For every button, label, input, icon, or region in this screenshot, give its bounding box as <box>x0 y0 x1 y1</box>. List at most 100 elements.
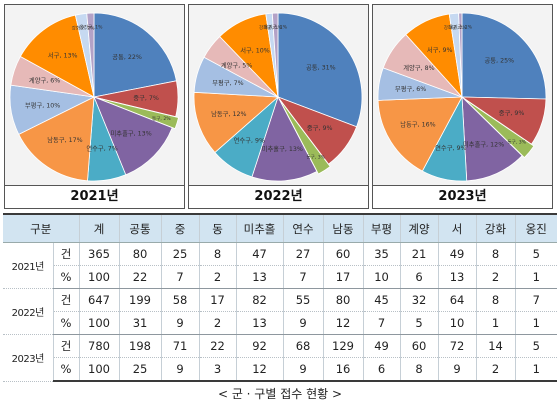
pie-slice-label-namdong: 남동구, 16% <box>400 120 435 129</box>
table-row: % 100 31 9 2 13 9 12 7 5 10 1 1 <box>3 311 558 335</box>
value-cell: 13 <box>235 311 284 335</box>
kind-cell: 건 <box>52 288 80 312</box>
pie-year-label: 2021년 <box>5 185 184 208</box>
value-cell: 5 <box>514 242 558 266</box>
value-cell: 7 <box>282 265 324 289</box>
table-header-row: 구분 계 공통 중 동 미추홀 연수 남동 부평 계양 서 강화 옹진 <box>3 213 558 243</box>
pie-slice-label-ongjin: 옹진군, 1% <box>264 24 288 31</box>
pie-slice-label-ongjin: 옹진군, 1% <box>80 24 104 31</box>
value-cell: 16 <box>322 357 364 382</box>
value-cell: 10 <box>437 311 477 335</box>
pie-slice-dong <box>279 99 331 175</box>
value-cell: 1 <box>514 265 558 289</box>
value-cell: 13 <box>235 265 284 289</box>
value-cell: 100 <box>78 357 120 382</box>
pie-slice-label-seo: 서구, 13% <box>48 50 78 59</box>
value-cell: 82 <box>235 288 284 312</box>
value-cell: 3 <box>198 357 237 382</box>
header-cell: 옹진 <box>514 213 558 243</box>
header-cell: 계 <box>78 213 120 243</box>
pie-year-label: 2023년 <box>373 185 552 208</box>
value-cell: 31 <box>118 311 162 335</box>
pie-slice-label-dong: 동구, 3% <box>507 140 526 146</box>
value-cell: 35 <box>362 242 401 266</box>
pie-slice-label-gyeyang: 계양구, 6% <box>29 76 60 85</box>
value-cell: 7 <box>362 311 401 335</box>
value-cell: 14 <box>475 334 516 358</box>
year-cell: 2021년 <box>3 242 53 289</box>
kind-cell: % <box>52 311 80 335</box>
table-row: % 100 25 9 3 12 9 16 6 8 9 2 1 <box>3 357 558 382</box>
value-cell: 10 <box>362 265 401 289</box>
pie-slice-label-yeonsu: 연수구, 9% <box>234 137 265 145</box>
value-cell: 2 <box>198 265 237 289</box>
header-cell: 동 <box>198 213 237 243</box>
value-cell: 365 <box>78 242 120 266</box>
table-row: 2022년 건 647 199 58 17 82 55 80 45 32 64 … <box>3 288 558 335</box>
pie-slice-label-bupyeong: 부평구, 7% <box>212 78 243 87</box>
value-cell: 1 <box>514 311 558 335</box>
value-cell: 129 <box>322 334 364 358</box>
value-cell: 71 <box>160 334 200 358</box>
value-cell: 7 <box>160 265 200 289</box>
pie-slice-label-dong: 동구, 2% <box>152 116 171 122</box>
year-cell: 2022년 <box>3 288 53 335</box>
pie-slice-label-dong: 동구, 3% <box>306 155 325 161</box>
value-cell: 9 <box>282 357 324 382</box>
kind-cell: % <box>52 265 80 289</box>
pie-slice-dong <box>464 98 535 159</box>
value-cell: 47 <box>235 242 284 266</box>
pie-slice-label-jung: 중구, 9% <box>499 109 525 117</box>
year-cell: 2023년 <box>3 334 53 382</box>
value-cell: 9 <box>437 357 477 382</box>
pie-slice-label-namdong: 남동구, 17% <box>47 135 82 144</box>
value-cell: 72 <box>437 334 477 358</box>
pie-slice-label-common: 공통, 31% <box>306 63 336 71</box>
pie-slice-michuhol <box>251 95 318 182</box>
pie-slice-label-jung: 중구, 7% <box>133 94 159 102</box>
pie-slice-label-common: 공통, 25% <box>485 57 515 65</box>
value-cell: 1 <box>475 311 516 335</box>
pie-slice-label-seo: 서구, 10% <box>240 45 270 54</box>
value-cell: 58 <box>160 288 200 312</box>
kind-cell: 건 <box>52 242 80 266</box>
value-cell: 5 <box>399 311 439 335</box>
value-cell: 6 <box>362 357 401 382</box>
value-cell: 9 <box>160 311 200 335</box>
pie-slice-label-seo: 서구, 9% <box>427 45 453 54</box>
value-cell: 100 <box>78 311 120 335</box>
value-cell: 49 <box>362 334 401 358</box>
pie-slice-label-gyeyang: 계양구, 5% <box>221 61 252 70</box>
pie-year-label: 2022년 <box>189 185 368 208</box>
value-cell: 199 <box>118 288 162 312</box>
value-cell: 9 <box>282 311 324 335</box>
pie-slice-label-ganghwa: 강화군, 2% <box>72 24 96 31</box>
header-cell: 서 <box>437 213 477 243</box>
value-cell: 60 <box>322 242 364 266</box>
pie-slice-label-common: 공통, 22% <box>112 53 142 61</box>
value-cell: 25 <box>118 357 162 382</box>
value-cell: 25 <box>160 242 200 266</box>
value-cell: 60 <box>399 334 439 358</box>
value-cell: 8 <box>198 242 237 266</box>
pie-slice-michuhol <box>461 95 523 182</box>
value-cell: 17 <box>322 265 364 289</box>
value-cell: 13 <box>437 265 477 289</box>
pie-slice-namdong <box>377 96 463 172</box>
pie-slice-label-ganghwa: 강화군, 2% <box>444 24 468 31</box>
value-cell: 22 <box>118 265 162 289</box>
pie-slice-namdong <box>18 96 95 182</box>
value-cell: 8 <box>399 357 439 382</box>
value-cell: 8 <box>475 288 516 312</box>
value-cell: 80 <box>322 288 364 312</box>
header-cell: 연수 <box>282 213 324 243</box>
pie-slice-common <box>461 12 547 100</box>
pie-slice-label-michuhol: 미추홀구, 13% <box>262 144 303 153</box>
pie-chart-2021: 공통, 22% 중구, 7% 동구, 2% 미추홀구, 13% 연수구, 7% 남동구, … <box>9 12 180 182</box>
pie-slice-ongjin <box>271 12 279 98</box>
table-row: 2021년 건 365 80 25 8 47 27 60 35 21 49 8 … <box>3 242 558 289</box>
table-row: 2023년 건 780 198 71 22 92 68 129 49 60 72… <box>3 334 558 382</box>
value-cell: 7 <box>514 288 558 312</box>
value-cell: 22 <box>198 334 237 358</box>
header-cell: 공통 <box>118 213 162 243</box>
